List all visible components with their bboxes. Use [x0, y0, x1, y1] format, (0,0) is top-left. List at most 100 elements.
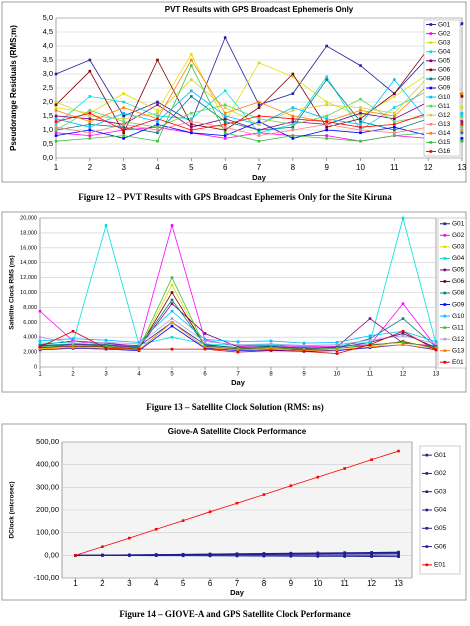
legend-label: G16	[438, 148, 451, 155]
data-point	[170, 276, 174, 279]
data-point	[370, 552, 373, 555]
data-point	[88, 128, 92, 132]
data-point	[460, 128, 464, 132]
data-point	[434, 346, 438, 349]
y-tick-label: 0	[34, 364, 37, 370]
data-point	[54, 139, 58, 143]
legend-label: G13	[438, 121, 451, 128]
x-tick-label: 1	[38, 372, 42, 378]
legend-marker	[425, 453, 429, 457]
data-point	[370, 554, 373, 558]
data-point	[88, 123, 92, 126]
data-point	[257, 61, 261, 65]
data-point	[235, 552, 239, 556]
data-point	[104, 224, 108, 227]
data-point	[325, 75, 328, 79]
data-point	[122, 111, 125, 115]
data-point	[190, 128, 193, 132]
legend-label: G04	[434, 507, 447, 514]
data-point	[38, 347, 42, 351]
legend-label: G01	[434, 452, 447, 459]
data-point	[122, 92, 125, 95]
data-point	[291, 109, 295, 112]
data-point	[262, 554, 266, 557]
data-point	[401, 343, 405, 346]
data-point	[335, 343, 339, 346]
data-point	[434, 342, 438, 346]
data-point	[156, 111, 159, 115]
legend-label: G08	[452, 290, 465, 297]
caption: Figure 12 – PVT Results with GPS Broadca…	[78, 192, 392, 202]
data-point	[170, 317, 174, 320]
data-point	[154, 527, 158, 531]
data-point	[236, 340, 240, 343]
data-point	[316, 554, 320, 558]
data-point	[393, 117, 396, 121]
y-tick-label: 2,000	[23, 350, 37, 356]
data-point	[156, 58, 159, 62]
data-point	[302, 344, 306, 347]
legend-label: G13	[452, 347, 465, 354]
legend-label: G02	[438, 30, 451, 37]
data-point	[223, 89, 227, 93]
data-point	[54, 100, 58, 104]
data-point	[190, 125, 193, 129]
data-point	[302, 347, 306, 351]
x-tick-label: 3	[104, 372, 108, 378]
data-point	[460, 137, 464, 140]
data-point	[38, 344, 42, 347]
data-point	[359, 117, 362, 121]
data-point	[190, 89, 193, 93]
x-tick-label: 2	[71, 372, 75, 378]
data-point	[235, 554, 239, 557]
data-point	[104, 341, 108, 344]
data-point	[393, 120, 396, 123]
data-point	[343, 552, 346, 555]
data-point	[154, 553, 158, 557]
x-tick-label: 7	[236, 372, 240, 378]
data-point	[223, 125, 227, 129]
data-point	[203, 346, 207, 349]
data-point	[359, 114, 362, 118]
data-point	[401, 332, 405, 335]
data-point	[88, 125, 92, 129]
data-point	[325, 114, 328, 118]
data-point	[223, 114, 227, 118]
data-point	[397, 554, 400, 558]
y-tick-label: 0,5	[43, 139, 53, 148]
x-tick-label: 10	[356, 163, 365, 172]
data-point	[393, 131, 396, 135]
data-point	[88, 131, 92, 135]
legend-label: G01	[452, 220, 465, 227]
x-tick-label: 2	[100, 579, 105, 588]
data-point	[257, 106, 261, 109]
data-point	[359, 106, 362, 109]
data-point	[71, 341, 75, 345]
data-point	[393, 114, 396, 118]
x-tick-label: 3	[127, 579, 132, 588]
data-point	[122, 128, 125, 132]
legend-marker	[443, 337, 447, 341]
data-point	[104, 338, 108, 342]
x-tick-label: 6	[208, 579, 213, 588]
data-point	[368, 341, 372, 344]
data-point	[223, 36, 227, 39]
legend-marker	[429, 95, 433, 99]
data-point	[88, 137, 92, 140]
data-point	[170, 309, 174, 313]
data-point	[460, 95, 464, 98]
y-tick-label: 3,0	[43, 69, 53, 78]
data-point	[316, 475, 320, 479]
legend-marker	[443, 268, 447, 272]
x-tick-label: 7	[235, 579, 240, 588]
data-point	[359, 128, 362, 132]
data-point	[223, 123, 227, 126]
legend-label: G12	[438, 112, 451, 119]
data-point	[223, 131, 227, 135]
data-point	[170, 298, 174, 302]
data-point	[203, 340, 207, 343]
legend-label: G08	[438, 76, 451, 83]
x-tick-label: 6	[223, 163, 228, 172]
data-point	[203, 338, 207, 341]
legend-marker	[429, 132, 433, 135]
